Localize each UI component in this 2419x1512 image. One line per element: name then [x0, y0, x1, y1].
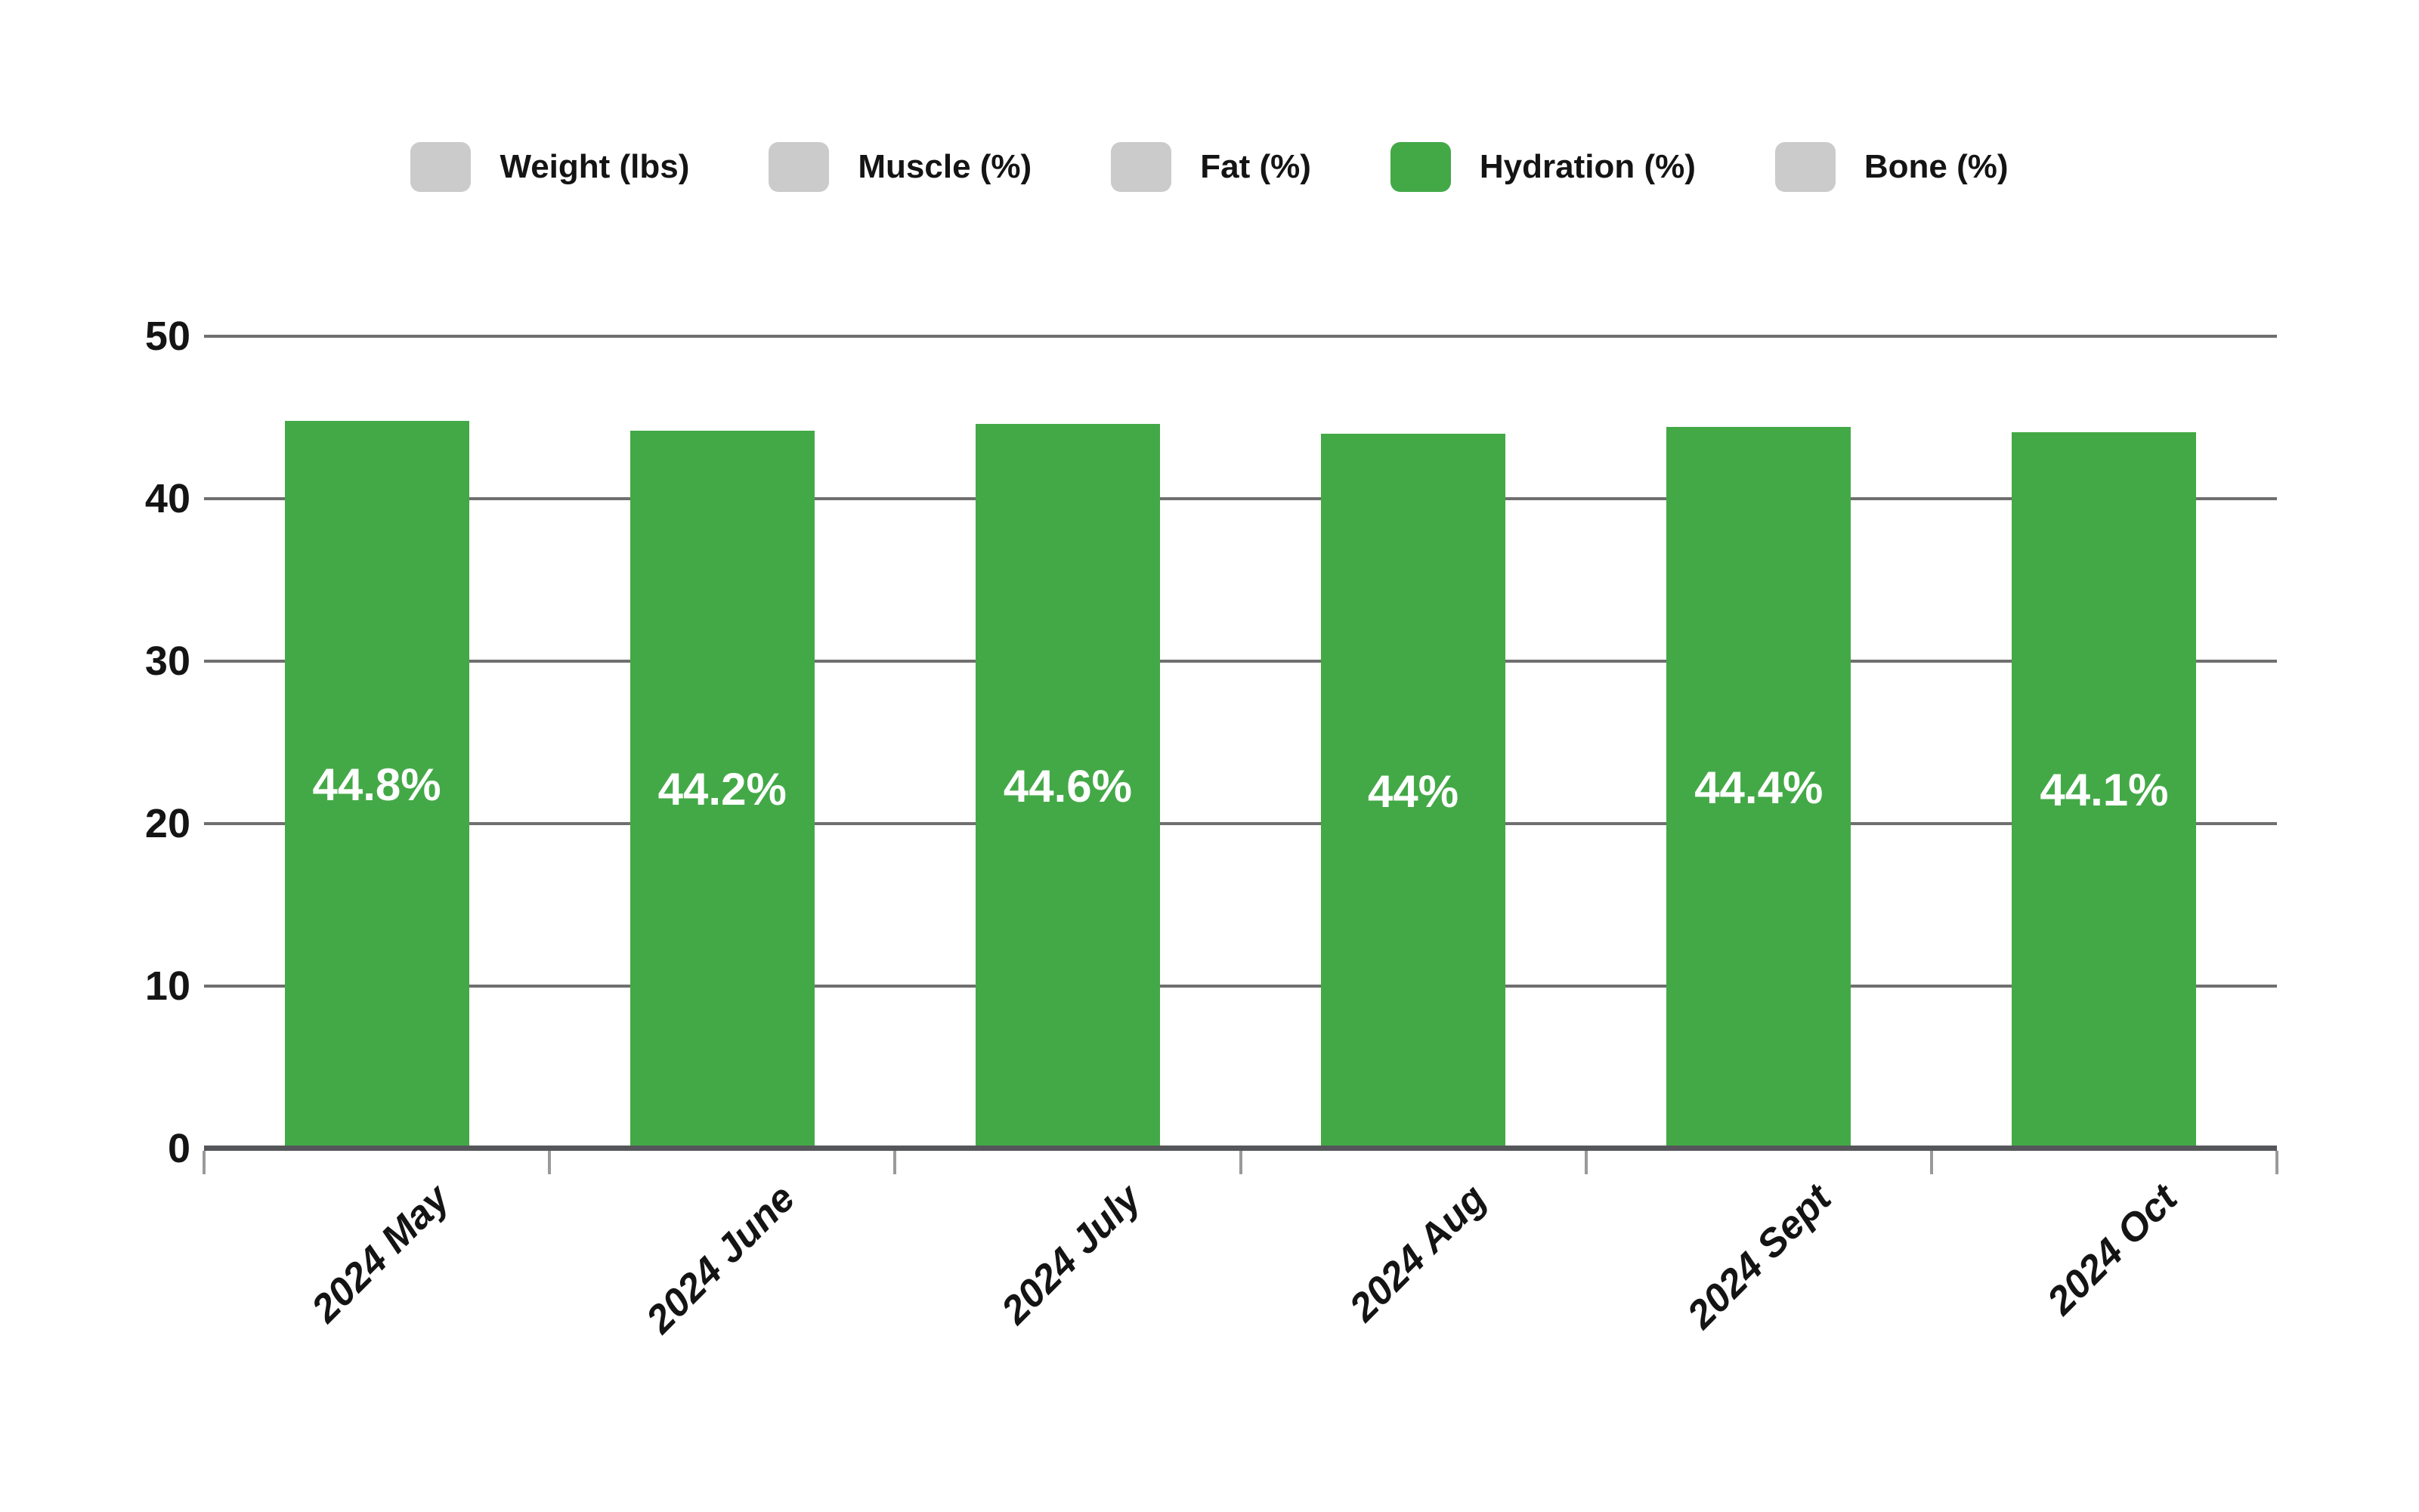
- y-axis-label: 10: [144, 963, 190, 1009]
- legend-item-hydration[interactable]: Hydration (%): [1390, 142, 1696, 192]
- bar[interactable]: 44.1%: [2012, 431, 2197, 1149]
- legend-swatch-icon: [1390, 142, 1451, 192]
- x-axis-label: 2024 Sept: [1679, 1176, 1840, 1337]
- x-axis-label: 2024 May: [303, 1176, 459, 1331]
- plot-area: 44.8% 2024 May 44.2% 2024 June 44.6% 2024 Jul…: [203, 335, 2278, 1342]
- x-axis-label: 2024 July: [993, 1176, 1149, 1333]
- bar-value-label: 44.1%: [2040, 765, 2169, 816]
- axis-tick: [203, 1151, 206, 1174]
- legend-item-label: Weight (lbs): [500, 148, 690, 185]
- legend-item-bone[interactable]: Bone (%): [1774, 142, 2009, 192]
- legend-item-label: Fat (%): [1200, 148, 1311, 185]
- gridline: [204, 335, 2277, 338]
- bar[interactable]: 44.4%: [1666, 427, 1851, 1149]
- axis-tick: [1239, 1151, 1242, 1174]
- gridline: [204, 985, 2277, 988]
- y-axis-label: 40: [144, 476, 190, 521]
- bar-value-label: 44.6%: [1003, 761, 1132, 812]
- bar[interactable]: 44%: [1321, 434, 1506, 1149]
- legend-item-label: Muscle (%): [858, 148, 1032, 185]
- legend-item-fat[interactable]: Fat (%): [1111, 142, 1311, 192]
- category-slot: 44% 2024 Aug: [1241, 336, 1586, 1330]
- y-axis: 0 10 20 30 40 50: [0, 314, 190, 1171]
- bar-value-label: 44.8%: [312, 759, 441, 810]
- x-axis-line: [204, 1146, 2277, 1151]
- x-axis-label: 2024 Oct: [2038, 1176, 2186, 1324]
- legend-swatch-icon: [769, 142, 830, 192]
- category-slot: 44.6% 2024 July: [895, 336, 1240, 1332]
- y-axis-label: 50: [144, 314, 190, 359]
- gridline: [204, 497, 2277, 500]
- category-slot: 44.8% 2024 May: [204, 336, 549, 1331]
- y-axis-label: 0: [167, 1126, 190, 1171]
- axis-tick: [893, 1151, 897, 1174]
- legend-swatch-icon: [1774, 142, 1836, 192]
- bar[interactable]: 44.2%: [629, 430, 815, 1149]
- axis-tick: [548, 1151, 552, 1174]
- legend-item-label: Hydration (%): [1479, 148, 1696, 185]
- bar[interactable]: 44.6%: [975, 424, 1160, 1149]
- legend-swatch-icon: [410, 142, 472, 192]
- bars-container: 44.8% 2024 May 44.2% 2024 June 44.6% 2024 Jul…: [204, 336, 2277, 1342]
- gridline: [204, 660, 2277, 663]
- gridline: [204, 822, 2277, 825]
- x-axis-label: 2024 Aug: [1341, 1176, 1495, 1330]
- axis-tick: [1584, 1151, 1588, 1174]
- axis-tick: [2275, 1151, 2278, 1174]
- legend-item-label: Bone (%): [1864, 148, 2009, 185]
- category-slot: 44.1% 2024 Oct: [1932, 336, 2277, 1323]
- category-slot: 44.2% 2024 June: [549, 336, 895, 1342]
- legend-item-muscle[interactable]: Muscle (%): [769, 142, 1032, 192]
- bar[interactable]: 44.8%: [284, 420, 469, 1149]
- legend: Weight (lbs) Muscle (%) Fat (%) Hydration (…: [0, 142, 2419, 192]
- bar-value-label: 44%: [1368, 765, 1459, 817]
- category-slot: 44.4% 2024 Sept: [1586, 336, 1932, 1337]
- y-axis-label: 30: [144, 639, 190, 684]
- legend-swatch-icon: [1111, 142, 1172, 192]
- x-axis-label: 2024 June: [638, 1176, 804, 1342]
- bar-value-label: 44.4%: [1694, 762, 1824, 814]
- y-axis-label: 20: [144, 801, 190, 846]
- axis-tick: [1929, 1151, 1933, 1174]
- bar-value-label: 44.2%: [657, 764, 787, 815]
- legend-item-weight-lbs[interactable]: Weight (lbs): [410, 142, 689, 192]
